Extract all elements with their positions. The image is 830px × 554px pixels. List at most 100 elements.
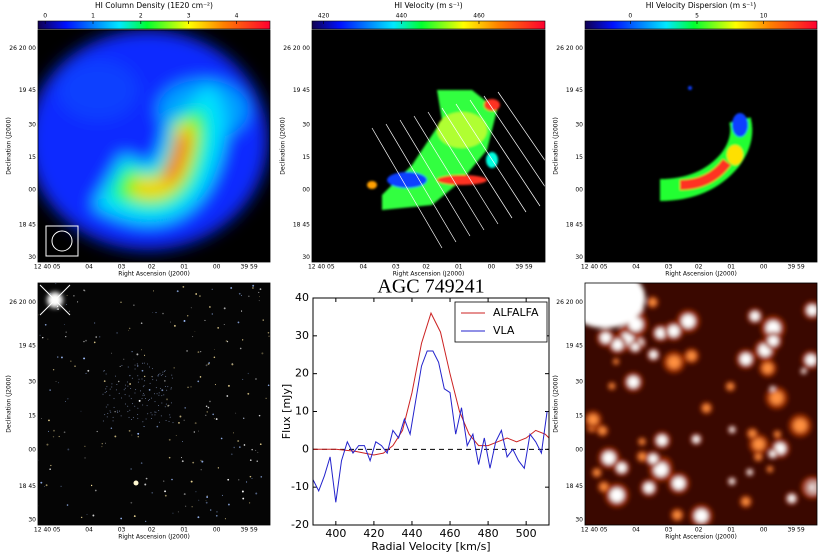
source	[805, 354, 817, 366]
diffuse-star	[124, 403, 126, 405]
star	[249, 459, 252, 461]
diffuse-star	[121, 397, 123, 399]
y-tick-label: 26 20 00	[283, 45, 310, 52]
y-tick-label: 19 45	[566, 87, 583, 94]
diffuse-star	[146, 363, 148, 365]
star	[164, 380, 166, 382]
source	[727, 383, 734, 390]
diffuse-star	[166, 389, 168, 391]
diffuse-star	[110, 411, 112, 413]
star	[131, 434, 133, 436]
legend-label: ALFALFA	[493, 306, 539, 319]
diffuse-star	[102, 420, 104, 422]
source	[657, 435, 667, 446]
star	[209, 306, 211, 308]
colorbar-title: HI Velocity Dispersion (m s⁻¹)	[646, 1, 756, 10]
velocity-region	[484, 99, 500, 111]
y-tick-label: 30	[28, 517, 36, 524]
source	[809, 484, 815, 491]
diffuse-star	[147, 413, 149, 415]
chart-title: AGC 749241	[377, 276, 484, 298]
star	[247, 372, 249, 375]
diffuse-star	[156, 393, 158, 395]
diffuse-star	[167, 386, 169, 388]
diffuse-star	[127, 385, 129, 387]
diffuse-star	[106, 416, 108, 418]
slit-line	[483, 95, 545, 188]
x-tick-label: 02	[695, 264, 703, 271]
colorbar	[584, 20, 818, 30]
y-tick-label: 18 45	[293, 221, 310, 228]
x-tick-label: 03	[118, 264, 126, 271]
diffuse-star	[126, 381, 128, 383]
star	[223, 323, 225, 325]
y-tick-label: 18 45	[566, 221, 583, 228]
x-tick-label: 02	[148, 264, 156, 271]
diffuse-star	[172, 422, 174, 424]
star	[116, 332, 118, 334]
star	[65, 304, 67, 306]
star	[228, 384, 230, 387]
star	[186, 349, 189, 352]
diffuse-star	[127, 411, 129, 413]
diffuse-star	[137, 375, 139, 377]
star	[214, 383, 217, 386]
y-tick-label: 00	[302, 187, 310, 194]
star	[128, 329, 129, 331]
star	[252, 284, 255, 287]
sources	[585, 283, 817, 525]
star	[65, 336, 67, 338]
diffuse-star	[109, 388, 111, 390]
frame	[37, 29, 271, 263]
y-tick-label: 10	[295, 405, 309, 418]
star	[172, 512, 174, 514]
star	[83, 340, 85, 343]
source	[639, 439, 645, 445]
y-axis-label: Declination (J2000)	[553, 117, 560, 175]
star	[153, 290, 155, 292]
star	[128, 327, 131, 330]
source	[593, 469, 600, 476]
star	[155, 312, 157, 314]
y-tick-label: 15	[575, 154, 583, 161]
source	[801, 369, 806, 374]
dispersion-field	[659, 86, 753, 201]
x-tick-label: 02	[148, 527, 156, 534]
y-tick-label: 30	[575, 517, 583, 524]
x-tick-label: 00	[760, 527, 768, 534]
diffuse-star	[120, 415, 122, 417]
diffuse-star	[111, 386, 113, 388]
star	[65, 331, 67, 333]
star	[256, 460, 258, 463]
star	[177, 511, 179, 513]
colorbar-tick-label: 4	[235, 13, 239, 20]
y-tick-label: 18 45	[19, 483, 36, 490]
x-tick-label: 03	[665, 527, 673, 534]
y-tick-label: 30	[302, 254, 310, 261]
star	[44, 323, 47, 326]
diffuse-star	[131, 418, 133, 420]
star	[201, 460, 204, 463]
source	[807, 305, 817, 316]
diffuse-star	[131, 377, 133, 379]
diffuse-star	[151, 414, 153, 416]
star	[47, 338, 49, 340]
star	[166, 398, 169, 401]
diffuse-star	[139, 390, 141, 392]
star	[74, 365, 76, 368]
star	[144, 520, 147, 523]
diffuse-star	[134, 392, 136, 394]
x-tick-label: 04	[632, 264, 640, 271]
star	[205, 501, 208, 504]
star	[58, 435, 60, 438]
star	[156, 425, 159, 428]
star	[221, 494, 223, 496]
diffuse-star	[152, 376, 154, 378]
star	[45, 484, 48, 487]
y-axis-label: Declination (J2000)	[280, 117, 287, 175]
star	[239, 347, 242, 350]
diffuse-star	[107, 412, 109, 414]
star	[198, 499, 200, 501]
x-tick-label: 02	[695, 527, 703, 534]
beam	[51, 230, 73, 252]
